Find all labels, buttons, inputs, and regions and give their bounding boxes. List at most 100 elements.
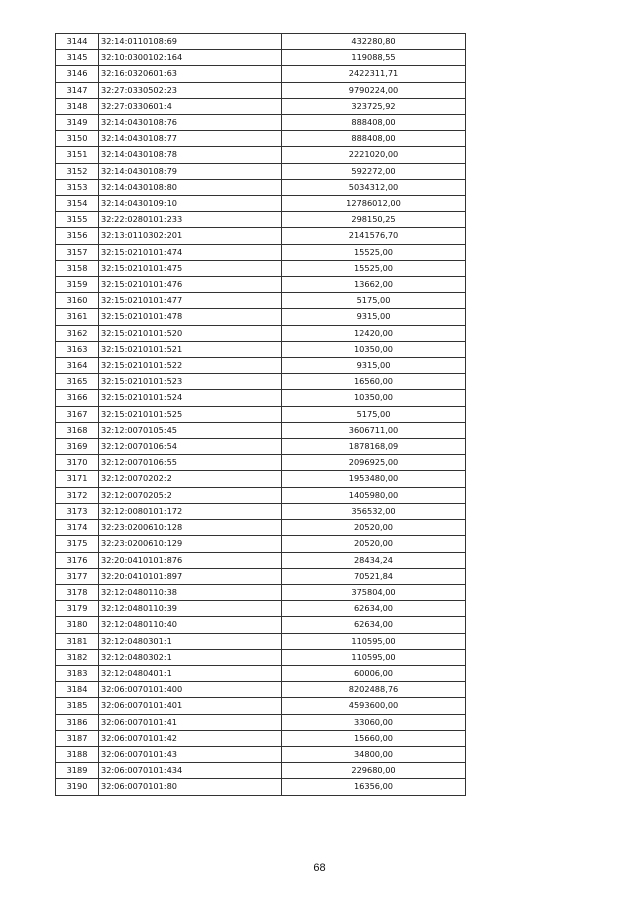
row-number-cell: 3169: [55, 438, 99, 456]
row-number-cell: 3167: [55, 405, 99, 423]
row-number-cell: 3164: [55, 357, 99, 375]
value-cell: 15525,00: [281, 259, 466, 278]
table-row: 3181 32:12:0480301:1 110595,00: [55, 632, 466, 650]
table-row: 3164 32:15:0210101:522 9315,00: [55, 357, 466, 375]
table-row: 3144 32:14:0110108:69 432280,80: [55, 32, 466, 51]
table-row: 3176 32:20:0410101:876 28434,24: [55, 551, 466, 569]
value-cell: 10350,00: [281, 389, 466, 407]
row-number-cell: 3145: [55, 49, 99, 67]
value-cell: 60006,00: [281, 664, 466, 683]
cadastral-number-cell: 32:15:0210101:477: [98, 292, 282, 310]
cadastral-number-cell: 32:22:0280101:233: [98, 211, 282, 229]
row-number-cell: 3174: [55, 519, 99, 537]
row-number-cell: 3182: [55, 648, 99, 666]
table-row: 3163 32:15:0210101:521 10350,00: [55, 340, 466, 359]
value-cell: 110595,00: [281, 632, 466, 650]
value-cell: 2141576,70: [281, 227, 466, 245]
row-number-cell: 3162: [55, 324, 99, 342]
value-cell: 10350,00: [281, 340, 466, 359]
row-number-cell: 3177: [55, 567, 99, 585]
cadastral-value-table: 3144 32:14:0110108:69 432280,80 3145 32:10:0…: [55, 32, 466, 796]
row-number-cell: 3151: [55, 146, 99, 164]
value-cell: 9790224,00: [281, 81, 466, 99]
table-row: 3153 32:14:0430108:80 5034312,00: [55, 178, 466, 197]
cadastral-number-cell: 32:15:0210101:525: [98, 405, 282, 423]
table-row: 3159 32:15:0210101:476 13662,00: [55, 276, 466, 294]
table-row: 3190 32:06:0070101:80 16356,00: [55, 778, 466, 796]
table-row: 3152 32:14:0430108:79 592272,00: [55, 162, 466, 180]
table-row: 3150 32:14:0430108:77 888408,00: [55, 130, 466, 148]
cadastral-number-cell: 32:06:0070101:41: [98, 713, 282, 731]
cadastral-number-cell: 32:14:0430108:80: [98, 178, 282, 197]
table-row: 3149 32:14:0430108:76 888408,00: [55, 114, 466, 132]
value-cell: 20520,00: [281, 535, 466, 553]
value-cell: 28434,24: [281, 551, 466, 569]
value-cell: 20520,00: [281, 519, 466, 537]
table-row: 3155 32:22:0280101:233 298150,25: [55, 211, 466, 229]
cadastral-number-cell: 32:27:0330601:4: [98, 97, 282, 116]
cadastral-number-cell: 32:15:0210101:478: [98, 308, 282, 326]
row-number-cell: 3152: [55, 162, 99, 180]
table-row: 3186 32:06:0070101:41 33060,00: [55, 713, 466, 731]
cadastral-number-cell: 32:06:0070101:43: [98, 745, 282, 764]
cadastral-number-cell: 32:12:0480301:1: [98, 632, 282, 650]
value-cell: 62634,00: [281, 616, 466, 634]
value-cell: 1878168,09: [281, 438, 466, 456]
cadastral-number-cell: 32:06:0070101:400: [98, 681, 282, 699]
table-row: 3185 32:06:0070101:401 4593600,00: [55, 697, 466, 715]
row-number-cell: 3168: [55, 421, 99, 440]
cadastral-number-cell: 32:15:0210101:522: [98, 357, 282, 375]
row-number-cell: 3153: [55, 178, 99, 197]
value-cell: 12420,00: [281, 324, 466, 342]
cadastral-number-cell: 32:06:0070101:80: [98, 778, 282, 796]
row-number-cell: 3175: [55, 535, 99, 553]
row-number-cell: 3178: [55, 583, 99, 602]
table-row: 3169 32:12:0070106:54 1878168,09: [55, 438, 466, 456]
row-number-cell: 3171: [55, 470, 99, 488]
value-cell: 15660,00: [281, 729, 466, 747]
table-row: 3187 32:06:0070101:42 15660,00: [55, 729, 466, 747]
cadastral-number-cell: 32:14:0430109:10: [98, 195, 282, 213]
table-row: 3156 32:13:0110302:201 2141576,70: [55, 227, 466, 245]
table-row: 3178 32:12:0480110:38 375804,00: [55, 583, 466, 602]
cadastral-number-cell: 32:15:0210101:475: [98, 259, 282, 278]
table-row: 3147 32:27:0330502:23 9790224,00: [55, 81, 466, 99]
row-number-cell: 3163: [55, 340, 99, 359]
value-cell: 9315,00: [281, 357, 466, 375]
cadastral-number-cell: 32:12:0480110:40: [98, 616, 282, 634]
value-cell: 1405980,00: [281, 486, 466, 504]
table-row: 3170 32:12:0070106:55 2096925,00: [55, 454, 466, 472]
value-cell: 432280,80: [281, 32, 466, 51]
cadastral-number-cell: 32:13:0110302:201: [98, 227, 282, 245]
row-number-cell: 3170: [55, 454, 99, 472]
cadastral-number-cell: 32:12:0480110:39: [98, 600, 282, 618]
table-row: 3188 32:06:0070101:43 34800,00: [55, 745, 466, 764]
table-row: 3183 32:12:0480401:1 60006,00: [55, 664, 466, 683]
value-cell: 888408,00: [281, 130, 466, 148]
table-row: 3179 32:12:0480110:39 62634,00: [55, 600, 466, 618]
cadastral-number-cell: 32:15:0210101:523: [98, 373, 282, 391]
table-row: 3162 32:15:0210101:520 12420,00: [55, 324, 466, 342]
value-cell: 2221020,00: [281, 146, 466, 164]
value-cell: 298150,25: [281, 211, 466, 229]
cadastral-number-cell: 32:12:0480110:38: [98, 583, 282, 602]
cadastral-number-cell: 32:12:0070106:55: [98, 454, 282, 472]
cadastral-number-cell: 32:20:0410101:897: [98, 567, 282, 585]
table-row: 3154 32:14:0430109:10 12786012,00: [55, 195, 466, 213]
table-row: 3174 32:23:0200610:128 20520,00: [55, 519, 466, 537]
value-cell: 9315,00: [281, 308, 466, 326]
value-cell: 5175,00: [281, 292, 466, 310]
row-number-cell: 3149: [55, 114, 99, 132]
value-cell: 356532,00: [281, 502, 466, 521]
value-cell: 15525,00: [281, 243, 466, 261]
cadastral-number-cell: 32:15:0210101:524: [98, 389, 282, 407]
value-cell: 592272,00: [281, 162, 466, 180]
row-number-cell: 3179: [55, 600, 99, 618]
cadastral-number-cell: 32:06:0070101:401: [98, 697, 282, 715]
cadastral-number-cell: 32:15:0210101:476: [98, 276, 282, 294]
cadastral-number-cell: 32:12:0080101:172: [98, 502, 282, 521]
value-cell: 2096925,00: [281, 454, 466, 472]
value-cell: 8202488,76: [281, 681, 466, 699]
cadastral-number-cell: 32:12:0480302:1: [98, 648, 282, 666]
cadastral-number-cell: 32:10:0300102:164: [98, 49, 282, 67]
